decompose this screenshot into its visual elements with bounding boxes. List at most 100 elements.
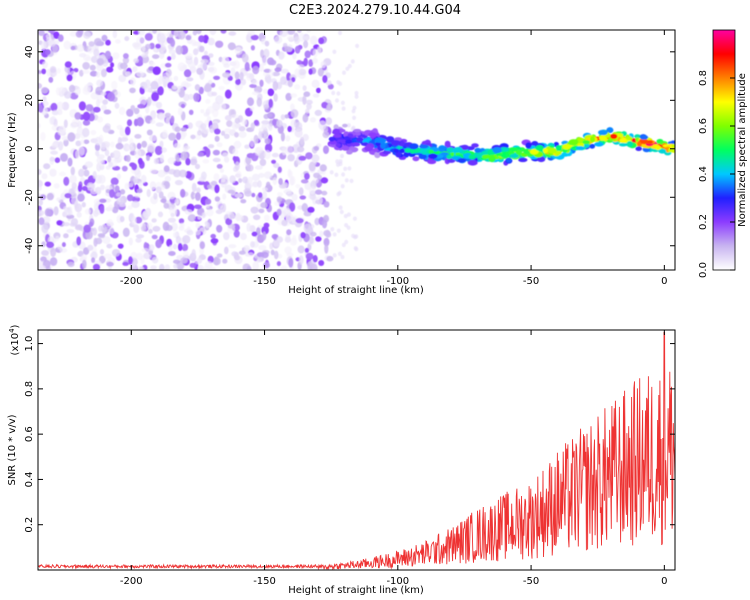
heatmap-noise-cell (152, 30, 157, 34)
heatmap-noise-cell (302, 95, 307, 105)
heatmap-noise-cell (195, 222, 201, 229)
heatmap-noise-cell (61, 136, 70, 141)
heatmap-noise-cell (279, 30, 288, 37)
heatmap-signal-cell (467, 160, 478, 166)
heatmap-noise-cell (38, 30, 45, 36)
heatmap-noise-cell (312, 57, 318, 64)
heatmap-noise-cell (251, 192, 256, 198)
heatmap-noise-cell (194, 163, 201, 170)
heatmap-noise-cell (157, 211, 164, 218)
heatmap-noise-cell (146, 155, 150, 161)
heatmap-noise-cell (132, 66, 138, 73)
heatmap-noise-cell (126, 145, 135, 152)
heatmap-noise-cell (77, 30, 84, 36)
heatmap-signal-cell (421, 151, 428, 155)
heatmap-noise-cell (187, 93, 194, 100)
heatmap-noise-cell (83, 224, 91, 233)
heatmap-noise-cell (99, 249, 105, 255)
heatmap-signal-cell (446, 154, 452, 159)
heatmap-noise-cell (64, 193, 72, 199)
heatmap-noise-cell (303, 40, 309, 49)
heatmap-signal-cell (475, 154, 484, 159)
heatmap-noise-cell (306, 30, 311, 33)
heatmap-noise-cell (56, 109, 63, 116)
heatmap-noise-cell (306, 103, 312, 110)
heatmap-noise-cell (321, 219, 328, 229)
heatmap-noise-cell (126, 119, 133, 127)
heatmap-noise-cell (274, 67, 282, 73)
heatmap-noise-cell (134, 192, 141, 198)
heatmap-noise-cell (82, 69, 90, 74)
heatmap-noise-cell (149, 62, 156, 67)
heatmap-noise-cell (65, 209, 73, 216)
heatmap-noise-cell (159, 263, 165, 270)
heatmap-y-label: Frequency (Hz) (7, 112, 18, 188)
heatmap-noise-cell (44, 49, 51, 56)
heatmap-noise-cell (179, 222, 185, 228)
heatmap-noise-cell (195, 192, 201, 201)
heatmap-noise-cell (339, 209, 344, 215)
heatmap-signal-cell (518, 157, 528, 163)
heatmap-noise-cell (318, 120, 327, 130)
heatmap-noise-cell (146, 189, 151, 198)
heatmap-noise-cell (38, 193, 42, 198)
heatmap-noise-cell (157, 169, 166, 178)
heatmap-noise-cell (342, 70, 346, 75)
heatmap-noise-cell (347, 63, 352, 69)
heatmap-noise-cell (303, 223, 312, 233)
heatmap-signal-cell (474, 147, 482, 153)
heatmap-signal-cell (640, 139, 648, 145)
heatmap-noise-cell (41, 241, 46, 248)
heatmap-noise-cell (155, 122, 164, 127)
heatmap-signal-cell (537, 156, 546, 163)
heatmap-noise-cell (70, 45, 76, 51)
heatmap-noise-cell (229, 175, 236, 184)
heatmap-noise-cell (233, 229, 240, 238)
heatmap-noise-cell (251, 173, 260, 181)
heatmap-noise-cell (191, 249, 196, 259)
heatmap-noise-cell (272, 71, 280, 77)
heatmap-noise-cell (263, 127, 268, 137)
heatmap-noise-cell (251, 91, 260, 96)
heatmap-noise-cell (185, 35, 192, 41)
heatmap-noise-cell (235, 79, 241, 86)
heatmap-noise-cell (38, 122, 41, 129)
heatmap-noise-cell (180, 151, 188, 161)
heatmap-noise-cell (89, 64, 96, 71)
heatmap-noise-cell (82, 62, 90, 70)
heatmap-noise-cell (148, 244, 155, 252)
heatmap-noise-cell (112, 52, 120, 60)
heatmap-noise-cell (196, 67, 204, 75)
heatmap-signal-cell (492, 147, 503, 154)
heatmap-noise-cell (110, 177, 119, 186)
heatmap-signal-cell (499, 147, 509, 152)
heatmap-noise-cell (349, 178, 354, 184)
heatmap-signal-cell (385, 136, 395, 143)
heatmap-noise-cell (144, 33, 153, 41)
heatmap-noise-cell (274, 35, 283, 44)
heatmap-noise-cell (191, 182, 197, 193)
heatmap-noise-cell (38, 73, 41, 81)
heatmap-noise-cell (41, 250, 50, 256)
heatmap-noise-cell (49, 117, 55, 125)
heatmap-noise-cell (168, 251, 176, 256)
heatmap-noise-cell (228, 211, 235, 220)
heatmap-noise-cell (163, 78, 171, 85)
colorbar-tick-label: 0.2 (698, 214, 709, 230)
heatmap-noise-cell (114, 185, 120, 193)
heatmap-noise-cell (354, 90, 359, 96)
heatmap-noise-cell (315, 236, 322, 242)
heatmap-signal-cell (409, 143, 419, 150)
heatmap-noise-cell (82, 119, 91, 126)
heatmap-noise-cell (133, 42, 142, 50)
heatmap-noise-cell (43, 163, 51, 170)
heatmap-noise-cell (249, 106, 255, 112)
heatmap-noise-cell (184, 145, 191, 150)
heatmap-noise-cell (278, 51, 285, 60)
heatmap-noise-cell (285, 145, 294, 155)
heatmap-noise-cell (141, 45, 146, 52)
heatmap-noise-cell (95, 186, 102, 195)
heatmap-noise-cell (155, 239, 162, 249)
heatmap-signal-cell (488, 154, 496, 161)
heatmap-noise-cell (288, 170, 293, 178)
